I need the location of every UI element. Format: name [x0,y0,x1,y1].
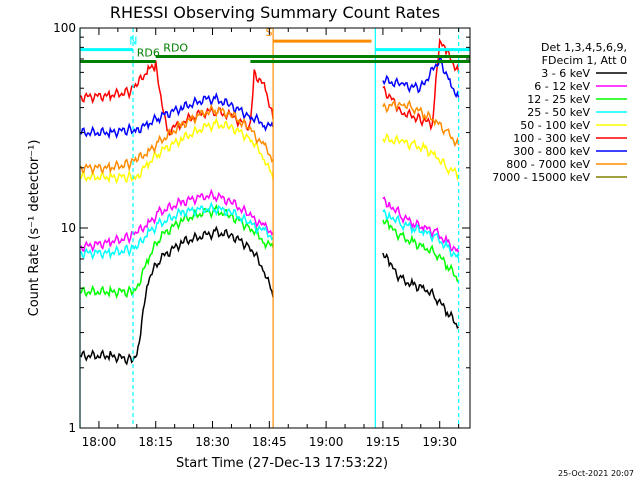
y-axis: 1 10 100 [53,21,470,435]
attenuator-label-1: RD6 [137,46,160,59]
y-axis-label: Count Rate (s⁻¹ detector⁻¹) [27,140,42,317]
series-2-line-1 [382,217,460,283]
legend-entry-label-1: 6 - 12 keV [534,80,590,93]
series-6-line-0 [79,91,274,140]
series-4-line-1 [382,132,460,182]
chart-title: RHESSI Observing Summary Count Rates [110,3,440,22]
series-0-line-1 [382,252,460,329]
x-tick-label-3: 18:45 [252,435,287,449]
legend-entry-label-8: 7000 - 15000 keV [492,171,590,184]
legend-entry-label-7: 800 - 7000 keV [506,158,590,171]
series-4-line-0 [79,116,274,185]
legend-entry-label-6: 300 - 800 keV [513,145,590,158]
x-tick-label-5: 19:15 [366,435,401,449]
legend-header-line-1: Det 1,3,4,5,6,9, [541,41,627,54]
x-tick-label-1: 18:15 [138,435,173,449]
x-axis: 18:00 18:15 18:30 18:45 19:00 19:15 19:30 [79,28,460,449]
x-axis-label: Start Time (27-Dec-13 17:53:22) [176,456,388,471]
x-tick-label-0: 18:00 [82,435,117,449]
x-tick-label-2: 18:30 [195,435,230,449]
series-7-line-1 [382,99,460,148]
legend-entry-label-5: 100 - 300 keV [513,132,590,145]
series-1-line-0 [79,188,274,253]
series-0-line-0 [79,225,274,366]
series-3-line-0 [79,201,274,261]
y-tick-label-2: 100 [53,21,76,35]
legend-entry-label-4: 50 - 100 keV [520,119,590,132]
series-7-line-0 [79,103,274,176]
series-6-line-1 [382,57,460,99]
attenuator-label-0: N [129,35,137,48]
legend-entry-label-3: 25 - 50 keV [527,106,590,119]
legend-entry-label-2: 12 - 25 keV [527,93,590,106]
y-tick-label-1: 10 [61,221,76,235]
x-tick-label-4: 19:00 [309,435,344,449]
attenuator-label-2: RDO [163,42,188,55]
legend-entry-label-0: 3 - 6 keV [541,67,590,80]
series-5-line-0 [80,60,274,136]
legend: Det 1,3,4,5,6,9, FDecim 1, Att 0 3 - 6 k… [492,41,627,184]
y-tick-label-0: 1 [68,421,76,435]
series-3-line-1 [382,208,460,260]
timestamp: 25-Oct-2021 20:07 [558,469,634,478]
legend-header-line-2: FDecim 1, Att 0 [542,54,627,67]
series-1-line-1 [382,196,460,254]
attenuator-layer: NRD6RDOS [80,26,470,63]
x-tick-label-6: 19:30 [422,435,457,449]
series-layer [79,37,460,366]
